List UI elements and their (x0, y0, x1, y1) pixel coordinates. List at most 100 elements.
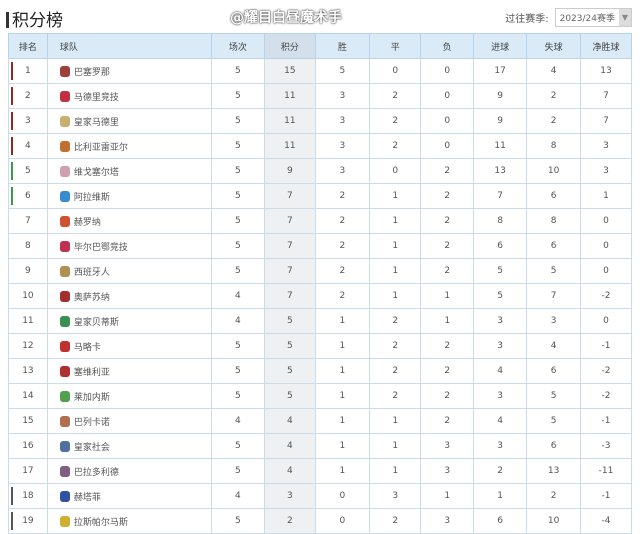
table-row[interactable]: 12 马略卡 5 5 1 2 2 3 4 -1 (8, 333, 633, 359)
team-cell[interactable]: 比利亚雷亚尔 (46, 133, 212, 159)
team-name[interactable]: 皇家社会 (73, 442, 110, 453)
table-row[interactable]: 2 马德里竞技 5 11 3 2 0 9 2 7 (8, 83, 633, 109)
team-cell[interactable]: 巴列卡诺 (46, 408, 212, 434)
table-row[interactable]: 3 皇家马德里 5 11 3 2 0 9 2 7 (8, 108, 633, 134)
team-cell[interactable]: 维戈塞尔塔 (46, 158, 212, 184)
ga-cell: 8 (526, 208, 581, 234)
column-header[interactable]: 积分 (264, 33, 316, 59)
rank: 19 (22, 516, 34, 526)
team-name[interactable]: 西班牙人 (73, 267, 110, 278)
chevron-down-icon[interactable]: ▼ (619, 9, 631, 26)
team-name[interactable]: 马德里竞技 (73, 92, 119, 103)
team-cell[interactable]: 西班牙人 (46, 258, 212, 284)
gd-cell: -11 (579, 458, 633, 484)
gd-cell: 3 (579, 158, 633, 184)
d-cell: 0 (369, 158, 422, 184)
team-name[interactable]: 巴列卡诺 (73, 417, 110, 428)
team-cell[interactable]: 巴拉多利德 (46, 458, 212, 484)
column-header[interactable]: 胜 (314, 33, 371, 59)
gf-cell: 17 (472, 58, 528, 84)
column-header[interactable]: 净胜球 (579, 33, 633, 59)
team-logo-icon (59, 165, 70, 177)
team-name[interactable]: 马略卡 (73, 342, 101, 353)
p-cell: 5 (210, 333, 266, 359)
season-dropdown[interactable]: 2023/24赛季 ▼ (554, 8, 632, 27)
title-text: 积分榜 (12, 11, 63, 31)
column-header[interactable]: 负 (420, 33, 474, 59)
table-row[interactable]: 11 皇家贝蒂斯 4 5 1 2 1 3 3 0 (8, 308, 633, 334)
pts-cell: 2 (264, 508, 316, 534)
table-row[interactable]: 19 拉斯帕尔马斯 5 2 0 2 3 6 10 -4 (8, 508, 633, 534)
team-cell[interactable]: 毕尔巴鄂竞技 (46, 233, 212, 259)
pts-cell: 3 (264, 483, 316, 509)
team-cell[interactable]: 赫塔菲 (46, 483, 212, 509)
column-header[interactable]: 进球 (472, 33, 528, 59)
team-cell[interactable]: 马略卡 (46, 333, 212, 359)
gf-cell: 8 (472, 208, 528, 234)
p-cell: 5 (210, 508, 266, 534)
team-name[interactable]: 皇家贝蒂斯 (73, 317, 119, 328)
team-name[interactable]: 毕尔巴鄂竞技 (73, 242, 128, 253)
table-row[interactable]: 10 奥萨苏纳 4 7 2 1 1 5 7 -2 (8, 283, 633, 309)
column-header[interactable]: 平 (369, 33, 422, 59)
table-row[interactable]: 18 赫塔菲 4 3 0 3 1 1 2 -1 (8, 483, 633, 509)
ga-cell: 3 (526, 308, 581, 334)
team-cell[interactable]: 皇家社会 (46, 433, 212, 459)
rank: 2 (25, 91, 31, 101)
column-header[interactable]: 失球 (526, 33, 581, 59)
table-row[interactable]: 16 皇家社会 5 4 1 1 3 3 6 -3 (8, 433, 633, 459)
gd-cell: -2 (579, 283, 633, 309)
table-row[interactable]: 5 维戈塞尔塔 5 9 3 0 2 13 10 3 (8, 158, 633, 184)
table-row[interactable]: 9 西班牙人 5 7 2 1 2 5 5 0 (8, 258, 633, 284)
team-name[interactable]: 比利亚雷亚尔 (73, 142, 128, 153)
column-header[interactable]: 排名 (8, 33, 48, 59)
team-name[interactable]: 赫罗纳 (73, 217, 101, 228)
team-name[interactable]: 阿拉维斯 (73, 192, 110, 203)
ga-cell: 6 (526, 183, 581, 209)
team-logo-icon (59, 315, 70, 327)
p-cell: 5 (210, 208, 266, 234)
table-row[interactable]: 6 阿拉维斯 5 7 2 1 2 7 6 1 (8, 183, 633, 209)
table-row[interactable]: 13 塞维利亚 5 5 1 2 2 4 6 -2 (8, 358, 633, 384)
team-cell[interactable]: 巴塞罗那 (46, 58, 212, 84)
gf-cell: 6 (472, 508, 528, 534)
d-cell: 1 (369, 183, 422, 209)
team-name[interactable]: 奥萨苏纳 (73, 292, 110, 303)
team-cell[interactable]: 皇家马德里 (46, 108, 212, 134)
team-cell[interactable]: 莱加内斯 (46, 383, 212, 409)
rank: 6 (25, 191, 31, 201)
table-row[interactable]: 14 莱加内斯 5 5 1 2 2 3 5 -2 (8, 383, 633, 409)
team-name[interactable]: 巴塞罗那 (73, 67, 110, 78)
gd-cell: 13 (579, 58, 633, 84)
team-cell[interactable]: 赫罗纳 (46, 208, 212, 234)
team-name[interactable]: 拉斯帕尔马斯 (73, 517, 128, 528)
d-cell: 1 (369, 283, 422, 309)
team-cell[interactable]: 拉斯帕尔马斯 (46, 508, 212, 534)
table-row[interactable]: 8 毕尔巴鄂竞技 5 7 2 1 2 6 6 0 (8, 233, 633, 259)
team-cell[interactable]: 皇家贝蒂斯 (46, 308, 212, 334)
rank: 18 (22, 491, 34, 501)
team-cell[interactable]: 塞维利亚 (46, 358, 212, 384)
team-name[interactable]: 维戈塞尔塔 (73, 167, 119, 178)
team-cell[interactable]: 马德里竞技 (46, 83, 212, 109)
w-cell: 1 (314, 308, 371, 334)
team-name[interactable]: 赫塔菲 (73, 492, 101, 503)
team-name[interactable]: 塞维利亚 (73, 367, 110, 378)
team-name[interactable]: 莱加内斯 (73, 392, 110, 403)
column-header[interactable]: 场次 (210, 33, 266, 59)
team-logo-icon (59, 215, 70, 227)
gf-cell: 2 (472, 458, 528, 484)
ga-cell: 6 (526, 233, 581, 259)
column-header[interactable]: 球队 (46, 33, 212, 59)
table-row[interactable]: 4 比利亚雷亚尔 5 11 3 2 0 11 8 3 (8, 133, 633, 159)
table-row[interactable]: 15 巴列卡诺 4 4 1 1 2 4 5 -1 (8, 408, 633, 434)
team-cell[interactable]: 阿拉维斯 (46, 183, 212, 209)
rank-cell: 10 (8, 283, 48, 309)
l-cell: 0 (420, 83, 474, 109)
table-row[interactable]: 7 赫罗纳 5 7 2 1 2 8 8 0 (8, 208, 633, 234)
team-name[interactable]: 巴拉多利德 (73, 467, 119, 478)
team-name[interactable]: 皇家马德里 (73, 117, 119, 128)
team-cell[interactable]: 奥萨苏纳 (46, 283, 212, 309)
table-row[interactable]: 17 巴拉多利德 5 4 1 1 3 2 13 -11 (8, 458, 633, 484)
table-row[interactable]: 1 巴塞罗那 5 15 5 0 0 17 4 13 (8, 58, 633, 84)
